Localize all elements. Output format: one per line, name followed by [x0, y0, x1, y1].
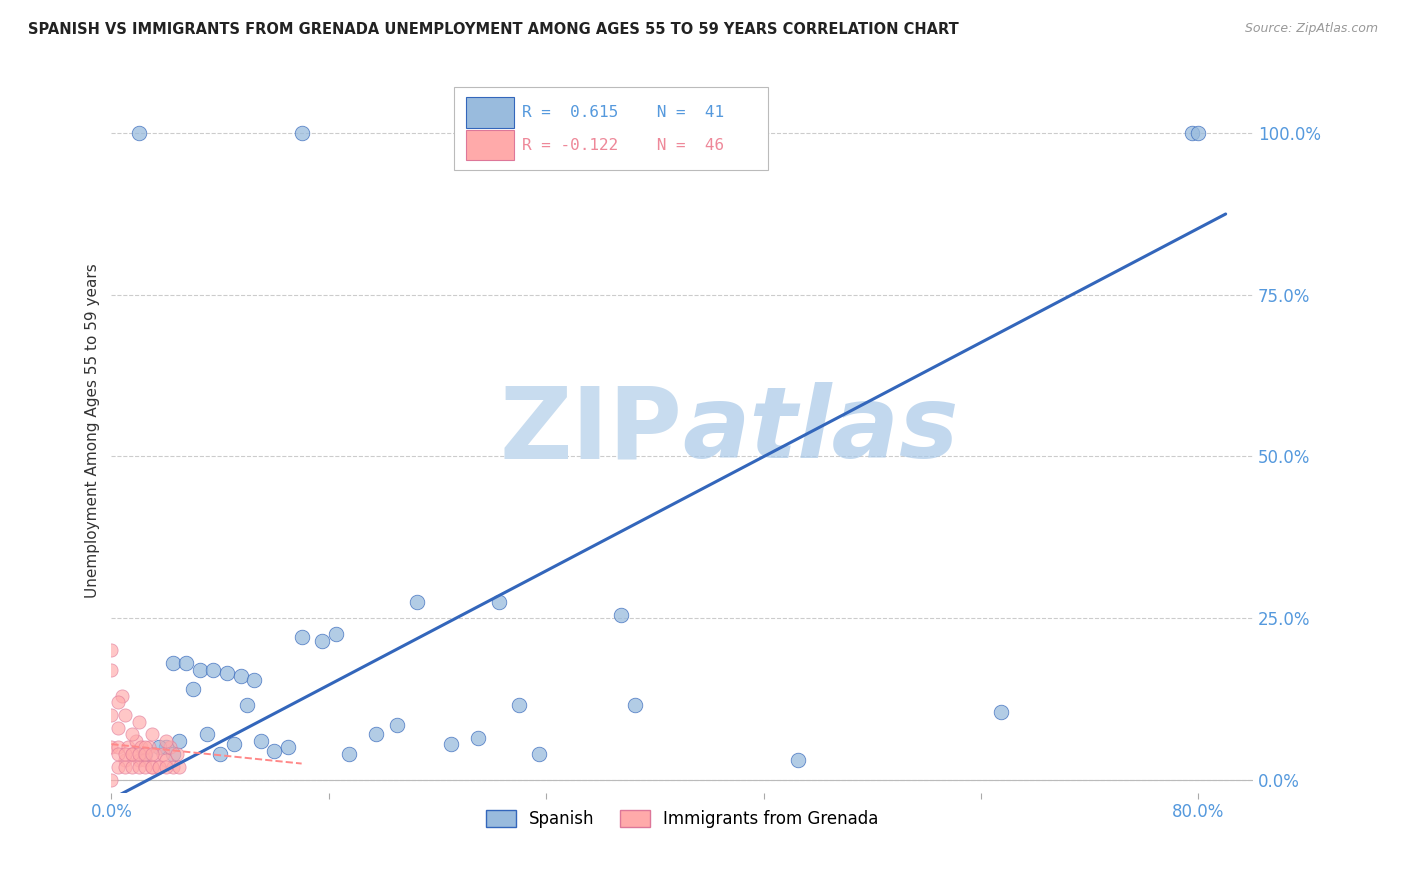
Point [263, 744, 285, 758]
Point [162, 657, 184, 671]
Text: R = -0.122    N =  46: R = -0.122 N = 46 [522, 137, 724, 153]
Point [155, 760, 177, 774]
Point [121, 727, 143, 741]
Point [440, 737, 463, 751]
Point [1181, 126, 1204, 140]
Point [291, 126, 314, 140]
Point [508, 698, 530, 713]
Point [100, 772, 122, 787]
Point [114, 753, 136, 767]
Point [166, 747, 188, 761]
Point [311, 633, 333, 648]
Point [107, 721, 129, 735]
Point [114, 760, 136, 774]
Point [229, 669, 252, 683]
Point [277, 740, 299, 755]
Point [291, 631, 314, 645]
Point [107, 695, 129, 709]
Point [385, 718, 408, 732]
Point [155, 734, 177, 748]
Point [406, 595, 429, 609]
Point [243, 673, 266, 687]
Point [610, 607, 633, 622]
Point [128, 714, 150, 729]
Point [100, 663, 122, 677]
Point [202, 663, 225, 677]
Point [143, 747, 166, 761]
Legend: Spanish, Immigrants from Grenada: Spanish, Immigrants from Grenada [479, 804, 884, 835]
Point [222, 737, 245, 751]
Point [114, 747, 136, 761]
Text: ZIP: ZIP [499, 382, 682, 479]
FancyBboxPatch shape [467, 130, 515, 161]
Point [169, 734, 191, 748]
Point [128, 747, 150, 761]
Point [148, 740, 170, 755]
Point [181, 682, 204, 697]
Point [162, 760, 184, 774]
Point [529, 747, 551, 761]
Point [195, 727, 218, 741]
Point [250, 734, 273, 748]
Point [134, 747, 156, 761]
Point [162, 747, 184, 761]
Point [107, 760, 129, 774]
Text: Source: ZipAtlas.com: Source: ZipAtlas.com [1244, 22, 1378, 36]
Point [467, 731, 489, 745]
Point [121, 760, 143, 774]
Point [623, 698, 645, 713]
Text: R =  0.615    N =  41: R = 0.615 N = 41 [522, 105, 724, 120]
Point [174, 657, 197, 671]
Point [325, 627, 347, 641]
Point [134, 760, 156, 774]
Point [188, 663, 211, 677]
Point [155, 753, 177, 767]
Point [786, 753, 808, 767]
Point [169, 760, 191, 774]
Point [121, 747, 143, 761]
Point [148, 760, 170, 774]
Point [128, 126, 150, 140]
Point [134, 740, 156, 755]
Text: SPANISH VS IMMIGRANTS FROM GRENADA UNEMPLOYMENT AMONG AGES 55 TO 59 YEARS CORREL: SPANISH VS IMMIGRANTS FROM GRENADA UNEMP… [28, 22, 959, 37]
Point [215, 666, 238, 681]
Point [134, 747, 156, 761]
Point [141, 760, 163, 774]
Text: atlas: atlas [682, 382, 959, 479]
Point [107, 740, 129, 755]
Point [990, 705, 1012, 719]
FancyBboxPatch shape [467, 97, 515, 128]
Point [131, 740, 153, 755]
Point [121, 747, 143, 761]
Point [366, 727, 388, 741]
Point [125, 734, 148, 748]
Point [134, 753, 156, 767]
Point [467, 126, 489, 140]
Point [114, 708, 136, 723]
Point [148, 760, 170, 774]
FancyBboxPatch shape [454, 87, 768, 169]
Point [155, 740, 177, 755]
Point [152, 747, 174, 761]
Point [209, 747, 232, 761]
Point [141, 747, 163, 761]
Point [128, 753, 150, 767]
Point [141, 760, 163, 774]
Point [138, 740, 160, 755]
Point [159, 740, 181, 755]
Point [100, 708, 122, 723]
Point [488, 595, 510, 609]
Y-axis label: Unemployment Among Ages 55 to 59 years: Unemployment Among Ages 55 to 59 years [86, 263, 100, 598]
Point [100, 740, 122, 755]
Point [107, 747, 129, 761]
Point [100, 643, 122, 657]
Point [337, 747, 360, 761]
Point [128, 760, 150, 774]
Point [117, 740, 139, 755]
Point [141, 727, 163, 741]
Point [1187, 126, 1209, 140]
Point [111, 689, 134, 703]
Point [236, 698, 259, 713]
